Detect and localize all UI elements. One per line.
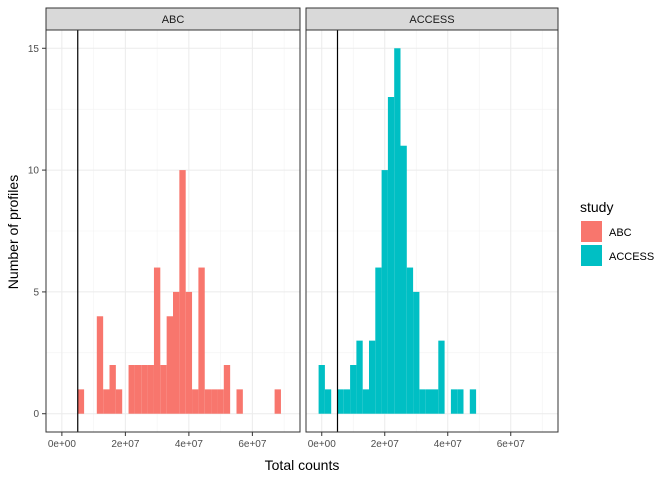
- facet-panel-abc: ABC 0e+00 2e+07 4e+07 6e+07: [45, 7, 301, 450]
- histogram-bar: [103, 389, 110, 414]
- histogram-bar: [419, 389, 426, 414]
- histogram-bar: [223, 365, 231, 414]
- histogram-bar: [115, 389, 123, 414]
- x-tick-label: 0e+00: [308, 439, 337, 450]
- histogram-bar: [166, 316, 173, 414]
- legend-label-abc: ABC: [609, 227, 632, 239]
- histogram-bar: [109, 365, 116, 414]
- y-tick-label: 10: [28, 166, 40, 177]
- histogram-bar: [147, 365, 154, 414]
- histogram-bar: [204, 389, 212, 414]
- legend-title: study: [580, 199, 613, 215]
- facet-strip-label: ABC: [162, 14, 185, 26]
- x-tick-label: 6e+07: [497, 439, 526, 450]
- y-tick-label: 15: [28, 44, 40, 55]
- histogram-bar: [432, 389, 439, 414]
- histogram-bar: [192, 389, 199, 414]
- histogram-bar: [77, 389, 85, 414]
- histogram-bar: [179, 170, 186, 414]
- x-tick-label: 4e+07: [434, 439, 463, 450]
- x-tick-label: 2e+07: [371, 439, 400, 450]
- legend: study ABC ACCESS: [580, 199, 654, 266]
- histogram-bar: [413, 291, 420, 414]
- histogram-bar: [343, 389, 351, 414]
- histogram-bar: [141, 365, 148, 414]
- facet-strip: [45, 7, 301, 31]
- histogram-bar: [375, 267, 382, 414]
- y-axis-title: Number of profiles: [5, 175, 21, 289]
- panels-layer: 0 5 10 15 ABC 0e+00 2e+07 4e+07 6e+07 ACCESS 0e+00…: [28, 7, 559, 450]
- histogram-bar: [387, 97, 395, 414]
- histogram-bar: [96, 316, 104, 414]
- y-tick-label: 0: [33, 409, 39, 420]
- x-tick-label: 4e+07: [175, 439, 204, 450]
- histogram-bar: [450, 389, 458, 414]
- histogram-bar: [350, 365, 357, 414]
- histogram-bar: [425, 389, 432, 414]
- histogram-bar: [457, 389, 464, 414]
- histogram-bar: [381, 170, 388, 414]
- legend-key-abc: [581, 221, 602, 242]
- histogram-bar: [369, 340, 376, 414]
- histogram-bar: [198, 267, 205, 414]
- histogram-bar: [274, 389, 281, 414]
- x-tick-label: 0e+00: [48, 439, 77, 450]
- x-tick-label: 6e+07: [238, 439, 267, 450]
- y-tick-label: 5: [33, 287, 39, 298]
- histogram-bar: [211, 389, 218, 414]
- histogram-bar: [318, 365, 325, 414]
- x-axis-title: Total counts: [265, 457, 340, 473]
- histogram-bar: [153, 267, 161, 414]
- histogram-bar: [173, 291, 180, 414]
- legend-label-access: ACCESS: [609, 251, 654, 263]
- x-tick-label: 2e+07: [111, 439, 140, 450]
- histogram-bar: [394, 48, 401, 414]
- histogram-bar: [406, 267, 414, 414]
- legend-key-access: [581, 245, 602, 266]
- facet-panel-access: ACCESS 0e+00 2e+07 4e+07 6e+07: [305, 7, 559, 450]
- histogram-bar: [134, 365, 142, 414]
- histogram-bar: [217, 389, 224, 414]
- histogram-bar: [438, 340, 445, 414]
- histogram-bar: [337, 389, 344, 414]
- facet-strip: [305, 7, 559, 31]
- histogram-bar: [324, 389, 332, 414]
- histogram-bar: [160, 365, 167, 414]
- histogram-bar: [400, 145, 407, 414]
- histogram-bar: [185, 291, 193, 414]
- histogram-bar: [362, 389, 369, 414]
- histogram-bar: [236, 389, 243, 414]
- histogram-bar: [356, 340, 363, 414]
- facet-strip-label: ACCESS: [409, 14, 454, 26]
- histogram-bar: [469, 389, 477, 414]
- histogram-bar: [128, 365, 135, 414]
